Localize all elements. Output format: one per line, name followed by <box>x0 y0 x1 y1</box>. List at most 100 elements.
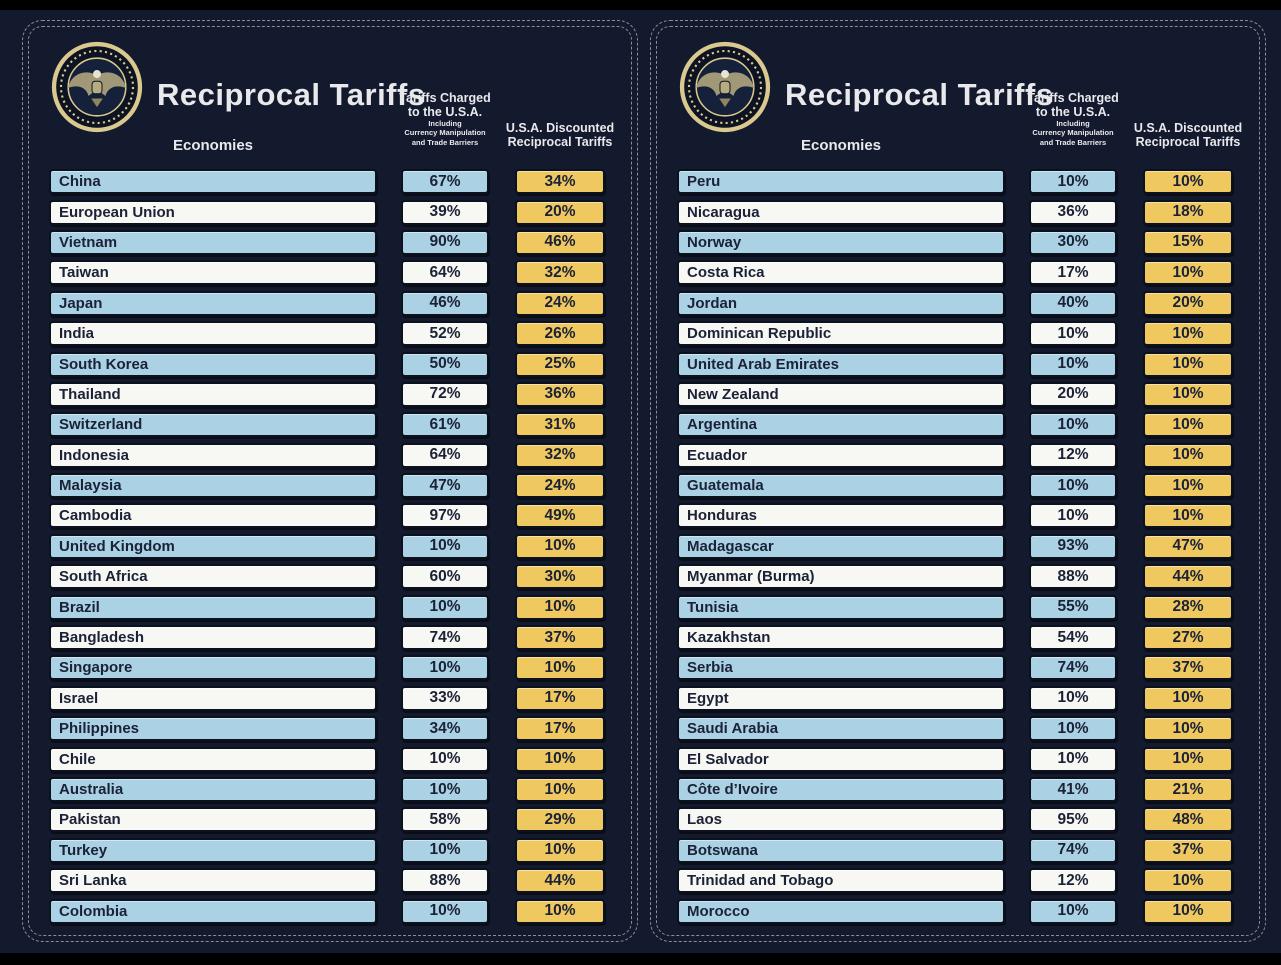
table-row: Singapore 10% 10% <box>23 655 637 681</box>
economy-cell: India <box>49 321 377 347</box>
table-row: Serbia 74% 37% <box>651 655 1265 681</box>
table-row: India 52% 26% <box>23 321 637 347</box>
table-row: Thailand 72% 36% <box>23 381 637 407</box>
table-row: Peru 10% 10% <box>651 169 1265 195</box>
discounted-tariff-cell: 10% <box>515 837 605 863</box>
economy-cell: Argentina <box>677 412 1005 438</box>
panel-title: Reciprocal Tariffs <box>785 77 1054 112</box>
discounted-tariff-cell: 37% <box>1143 837 1233 863</box>
economy-cell: New Zealand <box>677 381 1005 407</box>
discounted-tariff-cell: 10% <box>1143 412 1233 438</box>
discounted-tariff-cell: 21% <box>1143 777 1233 802</box>
charged-tariff-cell: 54% <box>1029 625 1117 651</box>
charged-tariff-cell: 10% <box>401 655 489 681</box>
table-row: Brazil 10% 10% <box>23 594 637 620</box>
economy-cell: Indonesia <box>49 442 377 468</box>
discounted-tariff-cell: 10% <box>515 594 605 620</box>
charged-tariff-cell: 10% <box>1029 412 1117 438</box>
economy-cell: Serbia <box>677 655 1005 681</box>
table-row: Saudi Arabia 10% 10% <box>651 716 1265 742</box>
charged-tariff-cell: 52% <box>401 321 489 347</box>
table-row: Vietnam 90% 46% <box>23 229 637 255</box>
discounted-tariff-cell: 10% <box>1143 260 1233 286</box>
discounted-tariff-cell: 10% <box>515 746 605 772</box>
table-row: Guatemala 10% 10% <box>651 473 1265 499</box>
economy-cell: Vietnam <box>49 229 377 255</box>
table-row: European Union 39% 20% <box>23 199 637 225</box>
charged-tariff-cell: 97% <box>401 503 489 529</box>
table-row: Colombia 10% 10% <box>23 898 637 924</box>
discounted-tariff-cell: 34% <box>515 169 605 195</box>
charged-tariff-cell: 88% <box>1029 564 1117 590</box>
economy-cell: Peru <box>677 169 1005 195</box>
charged-tariff-cell: 10% <box>1029 746 1117 772</box>
economy-cell: Morocco <box>677 898 1005 924</box>
economy-cell: Kazakhstan <box>677 625 1005 651</box>
table-row: Madagascar 93% 47% <box>651 533 1265 559</box>
tariff-panel-right: Reciprocal Tariffs Economies Tariffs Cha… <box>650 20 1266 942</box>
economy-cell: Philippines <box>49 716 377 742</box>
charged-column-header: Tariffs Charged to the U.S.A. Including … <box>1027 91 1119 147</box>
economy-cell: China <box>49 169 377 195</box>
table-row: Morocco 10% 10% <box>651 898 1265 924</box>
table-row: Nicaragua 36% 18% <box>651 199 1265 225</box>
discounted-tariff-cell: 10% <box>1143 868 1233 894</box>
discounted-column-header: U.S.A. Discounted Reciprocal Tariffs <box>1133 121 1243 149</box>
economy-cell: Japan <box>49 290 377 316</box>
discounted-tariff-cell: 30% <box>515 564 605 590</box>
table-row: Myanmar (Burma) 88% 44% <box>651 564 1265 590</box>
table-row: Taiwan 64% 32% <box>23 260 637 286</box>
economy-cell: Taiwan <box>49 260 377 286</box>
charged-tariff-cell: 74% <box>1029 655 1117 681</box>
discounted-tariff-cell: 10% <box>1143 898 1233 924</box>
table-row: Trinidad and Tobago 12% 10% <box>651 868 1265 894</box>
presidential-seal-icon <box>679 41 771 133</box>
economies-column-header: Economies <box>800 137 882 154</box>
table-row: Botswana 74% 37% <box>651 837 1265 863</box>
table-row: New Zealand 20% 10% <box>651 381 1265 407</box>
economy-cell: Brazil <box>49 594 377 620</box>
table-row: Kazakhstan 54% 27% <box>651 625 1265 651</box>
economy-cell: El Salvador <box>677 746 1005 772</box>
discounted-tariff-cell: 25% <box>515 351 605 377</box>
economy-cell: Tunisia <box>677 594 1005 620</box>
tariff-rows: China 67% 34% European Union 39% 20% Vietnam 90… <box>23 169 637 929</box>
discounted-tariff-cell: 10% <box>1143 685 1233 711</box>
charged-tariff-cell: 47% <box>401 473 489 499</box>
economy-cell: Colombia <box>49 898 377 924</box>
discounted-tariff-cell: 37% <box>1143 655 1233 681</box>
charged-tariff-cell: 10% <box>1029 898 1117 924</box>
discounted-tariff-cell: 32% <box>515 442 605 468</box>
discounted-tariff-cell: 48% <box>1143 807 1233 833</box>
table-row: United Kingdom 10% 10% <box>23 533 637 559</box>
discounted-tariff-cell: 10% <box>1143 746 1233 772</box>
charged-tariff-cell: 10% <box>401 837 489 863</box>
presidential-seal-icon <box>51 41 143 133</box>
discounted-tariff-cell: 10% <box>515 533 605 559</box>
economy-cell: Malaysia <box>49 473 377 499</box>
economy-cell: Honduras <box>677 503 1005 529</box>
charged-tariff-cell: 10% <box>401 594 489 620</box>
economies-column-header: Economies <box>172 137 254 154</box>
table-row: Egypt 10% 10% <box>651 685 1265 711</box>
discounted-tariff-cell: 17% <box>515 716 605 742</box>
charged-tariff-cell: 41% <box>1029 777 1117 802</box>
economy-cell: Cambodia <box>49 503 377 529</box>
economy-cell: Ecuador <box>677 442 1005 468</box>
discounted-tariff-cell: 26% <box>515 321 605 347</box>
discounted-tariff-cell: 44% <box>1143 564 1233 590</box>
charged-tariff-cell: 10% <box>1029 169 1117 195</box>
table-row: Laos 95% 48% <box>651 807 1265 833</box>
discounted-tariff-cell: 10% <box>1143 169 1233 195</box>
table-row: Dominican Republic 10% 10% <box>651 321 1265 347</box>
economy-cell: Bangladesh <box>49 625 377 651</box>
table-row: United Arab Emirates 10% 10% <box>651 351 1265 377</box>
charged-tariff-cell: 61% <box>401 412 489 438</box>
table-row: Philippines 34% 17% <box>23 716 637 742</box>
panel-title: Reciprocal Tariffs <box>157 77 426 112</box>
economy-cell: Costa Rica <box>677 260 1005 286</box>
discounted-tariff-cell: 10% <box>1143 381 1233 407</box>
charged-tariff-cell: 74% <box>401 625 489 651</box>
charged-tariff-cell: 95% <box>1029 807 1117 833</box>
